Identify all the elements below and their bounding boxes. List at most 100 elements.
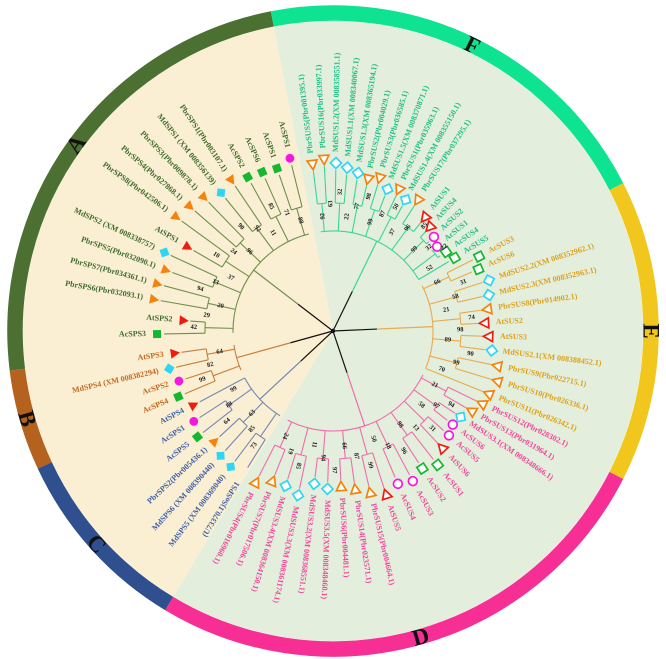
- branch-line: [208, 201, 245, 240]
- leaf-label: AtSPS2: [146, 313, 173, 324]
- magenta-circle-icon: [189, 417, 199, 426]
- branch-line: [372, 452, 385, 489]
- bootstrap-value: 96: [403, 223, 413, 233]
- branch-line: [160, 300, 208, 310]
- leaf-label: MdSUS3.5(XM 008348460.1): [320, 500, 332, 600]
- branch-line: [170, 254, 218, 278]
- branch-line: [450, 271, 473, 282]
- bootstrap-value: 74: [468, 314, 476, 322]
- cyan-diamond-icon: [482, 288, 496, 302]
- bootstrap-value: 31: [459, 278, 468, 287]
- branch-line: [403, 400, 425, 422]
- bootstrap-value: 90: [467, 350, 475, 358]
- branch-line: [332, 291, 353, 332]
- clade-letter-D: D: [409, 622, 432, 651]
- branch-line: [455, 367, 491, 380]
- leaf-label: MdSUS1.2(XM 008358551.1): [331, 52, 342, 152]
- branch-line: [321, 203, 325, 232]
- branch-line: [172, 271, 213, 288]
- bootstrap-value: 99: [452, 359, 461, 368]
- branch-line: [207, 348, 235, 355]
- branch-line: [419, 424, 438, 444]
- green-square-icon: [173, 391, 184, 402]
- red-triangle-icon: [181, 240, 193, 250]
- cyan-diamond-icon: [159, 247, 170, 258]
- branch-line: [419, 231, 426, 238]
- bootstrap-value: 66: [340, 442, 348, 450]
- clade-E-arc: [609, 183, 659, 479]
- bootstrap-value: 85: [247, 424, 257, 434]
- branch-line: [298, 456, 307, 489]
- bootstrap-value: 18: [383, 441, 392, 451]
- bootstrap-value: 63: [247, 408, 257, 418]
- branch-line: [351, 240, 378, 292]
- branch-line: [300, 330, 334, 362]
- orange-triangle-icon: [490, 360, 504, 374]
- branch-line: [207, 302, 236, 310]
- orange-triangle-icon: [183, 200, 194, 210]
- branch-line: [411, 431, 434, 460]
- branch-line: [275, 216, 289, 242]
- branch-line: [287, 453, 297, 480]
- red-triangle-icon: [437, 442, 450, 456]
- branch-line: [337, 203, 341, 232]
- branch-line: [185, 370, 212, 380]
- green-square-icon: [242, 171, 254, 183]
- branch-line: [202, 409, 233, 434]
- branch-line: [421, 377, 447, 392]
- orange-triangle-icon: [482, 389, 496, 402]
- green-square-icon: [191, 431, 204, 443]
- bootstrap-value: 37: [388, 227, 398, 237]
- branch-line: [323, 166, 327, 204]
- cyan-diamond-icon: [485, 343, 499, 358]
- branch-line: [431, 250, 433, 252]
- branch-line: [258, 444, 276, 477]
- branch-line: [402, 438, 419, 463]
- clade-B-arc: [9, 368, 52, 469]
- branch-line: [350, 457, 355, 483]
- bootstrap-value: 85: [420, 221, 430, 231]
- branch-line: [219, 417, 240, 438]
- red-triangle-icon: [477, 316, 490, 330]
- bootstrap-value: 42: [190, 324, 197, 331]
- orange-triangle-icon: [152, 278, 163, 288]
- clade-F-arc: [270, 5, 624, 191]
- branch-line: [190, 320, 206, 323]
- bootstrap-value: 97: [331, 467, 338, 474]
- red-triangle-icon: [187, 402, 199, 412]
- orange-triangle-icon: [480, 302, 493, 316]
- bootstrap-value: 96: [399, 446, 409, 456]
- branch-line: [423, 276, 450, 290]
- orange-triangle-icon: [197, 190, 208, 202]
- leaf-label: AtSUS3: [500, 332, 527, 342]
- branch-line: [376, 326, 433, 330]
- branch-line: [239, 242, 261, 263]
- branch-line: [225, 260, 250, 277]
- bootstrap-value: 88: [296, 216, 305, 225]
- branch-line: [457, 296, 483, 303]
- bootstrap-value: 94: [196, 285, 205, 294]
- orange-triangle-icon: [362, 173, 376, 187]
- bootstrap-value: 71: [282, 208, 291, 217]
- branch-line: [224, 425, 248, 452]
- branch-line: [199, 377, 245, 403]
- branch-line: [327, 458, 330, 482]
- branch-line: [432, 318, 461, 322]
- bootstrap-value: 13: [211, 278, 220, 287]
- bootstrap-value: 22: [343, 213, 351, 220]
- orange-triangle-icon: [365, 485, 378, 499]
- branch-line: [339, 458, 342, 480]
- cyan-diamond-icon: [320, 482, 335, 496]
- branch-line: [352, 179, 358, 205]
- cyan-diamond-icon: [399, 193, 412, 206]
- branch-line: [163, 285, 210, 299]
- orange-triangle-icon: [170, 210, 181, 221]
- cyan-diamond-icon: [226, 462, 236, 472]
- branch-line: [429, 355, 458, 364]
- branch-line: [184, 380, 216, 395]
- bootstrap-value: 58: [452, 293, 461, 302]
- green-square-icon: [448, 251, 462, 265]
- bootstrap-value: 37: [226, 273, 236, 283]
- clade-C-arc: [37, 462, 174, 611]
